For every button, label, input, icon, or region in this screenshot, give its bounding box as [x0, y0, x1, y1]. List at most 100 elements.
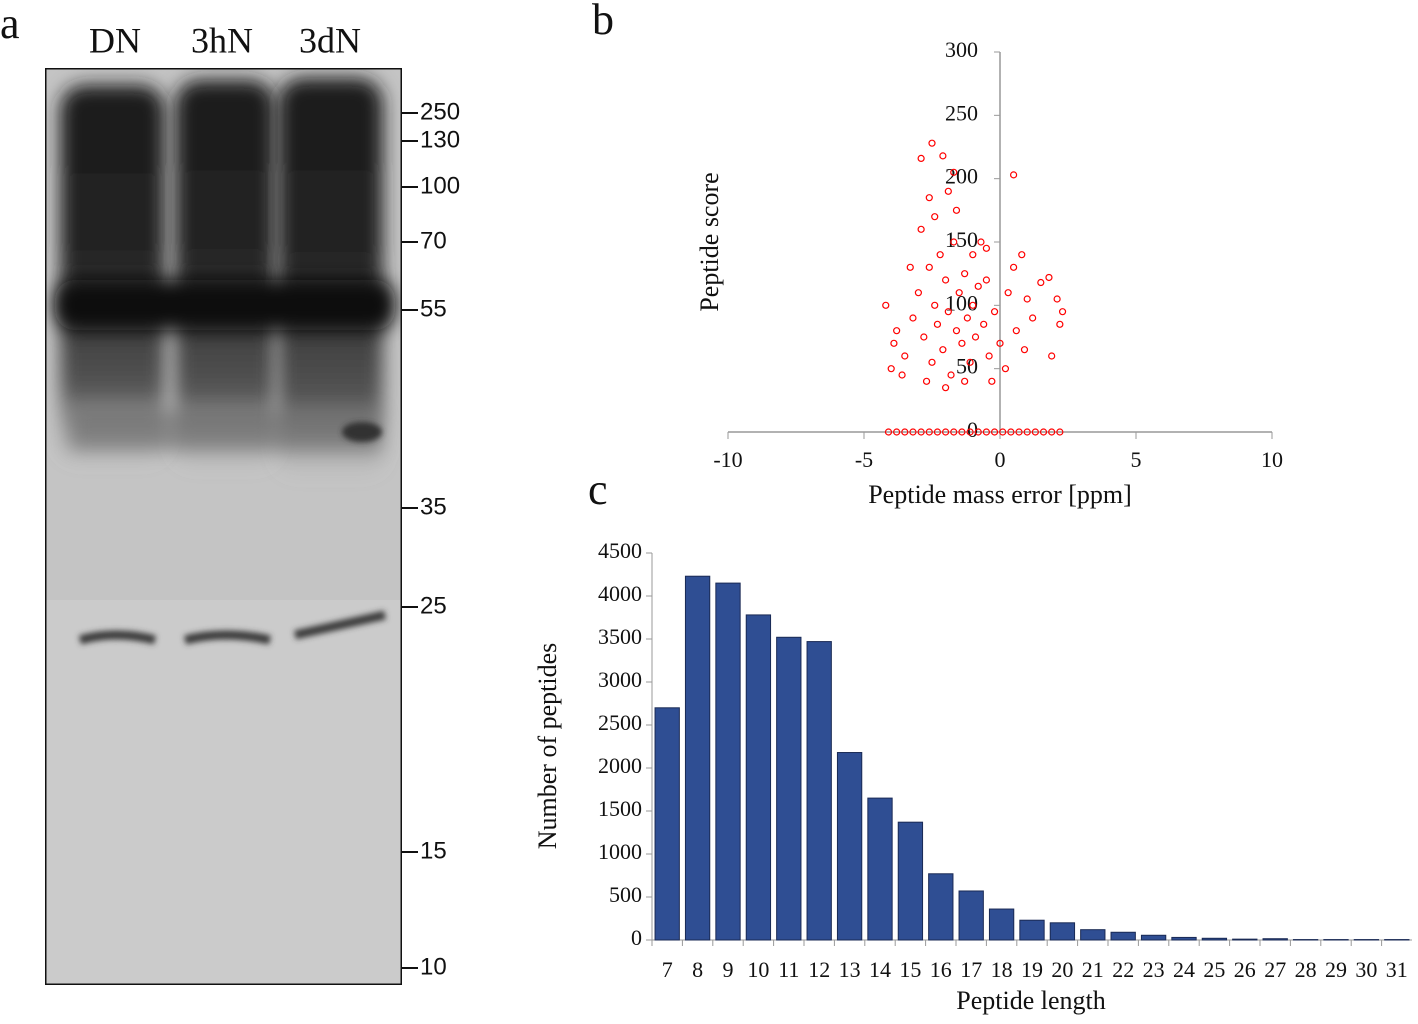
point: [950, 428, 958, 436]
point: [925, 194, 933, 202]
bar: [928, 873, 954, 941]
x-tick-label: 5: [1131, 447, 1142, 472]
point: [939, 152, 947, 160]
point: [944, 187, 952, 195]
bar: [1262, 938, 1288, 941]
x-tick-label: 18: [991, 957, 1013, 982]
point: [887, 365, 895, 373]
marker-label: 15: [420, 837, 447, 864]
bar: [1049, 922, 1076, 941]
bar: [1171, 936, 1197, 941]
marker-label: 25: [420, 592, 447, 619]
point: [971, 333, 980, 341]
marker-label: 100: [420, 172, 460, 199]
point: [884, 428, 893, 436]
bar: [1019, 919, 1045, 941]
x-tick-label: 28: [1295, 957, 1317, 982]
point: [1045, 273, 1053, 282]
point: [982, 244, 991, 252]
point: [977, 238, 985, 246]
y-tick-label: 0: [631, 925, 642, 950]
point: [928, 358, 936, 366]
point: [936, 251, 944, 259]
bar: [1080, 929, 1106, 941]
point: [909, 314, 917, 322]
blot-image: [45, 68, 402, 985]
point: [985, 352, 993, 360]
point: [1023, 295, 1031, 303]
point: [920, 333, 928, 341]
panel-label: c: [588, 465, 608, 514]
x-tick-label: 20: [1051, 957, 1073, 982]
point: [931, 301, 939, 309]
point: [969, 251, 977, 259]
point: [999, 428, 1007, 436]
x-tick-label: 11: [778, 957, 799, 982]
point: [952, 206, 961, 214]
y-tick-label: 2500: [598, 710, 642, 735]
point: [996, 339, 1004, 347]
point: [898, 371, 906, 379]
bar: [1140, 934, 1167, 941]
point: [1009, 171, 1018, 179]
point: [933, 320, 942, 328]
point: [990, 308, 999, 316]
point: [939, 346, 947, 354]
point: [922, 377, 931, 385]
point: [982, 276, 991, 284]
point: [909, 428, 917, 436]
bar: [745, 614, 772, 941]
y-tick-label: 200: [945, 164, 978, 189]
point: [941, 428, 950, 436]
y-tick-label: 2000: [598, 753, 642, 778]
x-tick-label: -5: [855, 447, 873, 472]
x-tick-label: 27: [1264, 957, 1286, 982]
x-tick-label: 8: [692, 957, 703, 982]
point: [917, 154, 925, 162]
point: [933, 428, 942, 436]
point: [1031, 428, 1039, 436]
x-axis-title: Peptide length: [956, 986, 1105, 1015]
point: [950, 168, 958, 176]
y-axis-title: Peptide score: [695, 172, 724, 311]
x-tick-label: 0: [995, 447, 1006, 472]
x-tick-label: 7: [662, 957, 673, 982]
marker-label: 10: [420, 953, 447, 980]
point: [1037, 278, 1045, 287]
point: [1007, 428, 1015, 436]
x-tick-label: 22: [1112, 957, 1134, 982]
point: [1048, 352, 1056, 360]
point: [1009, 263, 1018, 271]
point: [1001, 365, 1010, 373]
bar: [715, 582, 741, 941]
y-tick-label: 300: [945, 37, 978, 62]
point: [961, 377, 969, 385]
x-tick-label: 24: [1173, 957, 1195, 982]
point: [1056, 320, 1064, 328]
point: [950, 238, 958, 246]
point: [941, 276, 950, 284]
point: [925, 263, 933, 271]
point: [966, 428, 974, 436]
y-tick-label: 3000: [598, 667, 642, 692]
point: [1056, 428, 1064, 436]
point: [1029, 314, 1037, 322]
bar: [1110, 931, 1136, 941]
lane-label: 3hN: [191, 20, 253, 60]
point: [882, 301, 890, 309]
point: [944, 308, 952, 316]
x-tick-label: 29: [1325, 957, 1347, 982]
point: [1039, 428, 1048, 436]
point: [1048, 428, 1056, 436]
x-tick-label: 9: [723, 957, 734, 982]
point: [917, 225, 925, 233]
y-tick-label: 250: [945, 100, 978, 125]
bar: [776, 636, 802, 941]
point: [925, 428, 933, 436]
marker-label: 70: [420, 227, 447, 254]
point: [958, 339, 966, 347]
y-tick-label: 4500: [598, 538, 642, 563]
point: [1023, 428, 1031, 436]
point: [982, 428, 991, 436]
x-tick-label: 10: [1261, 447, 1283, 472]
